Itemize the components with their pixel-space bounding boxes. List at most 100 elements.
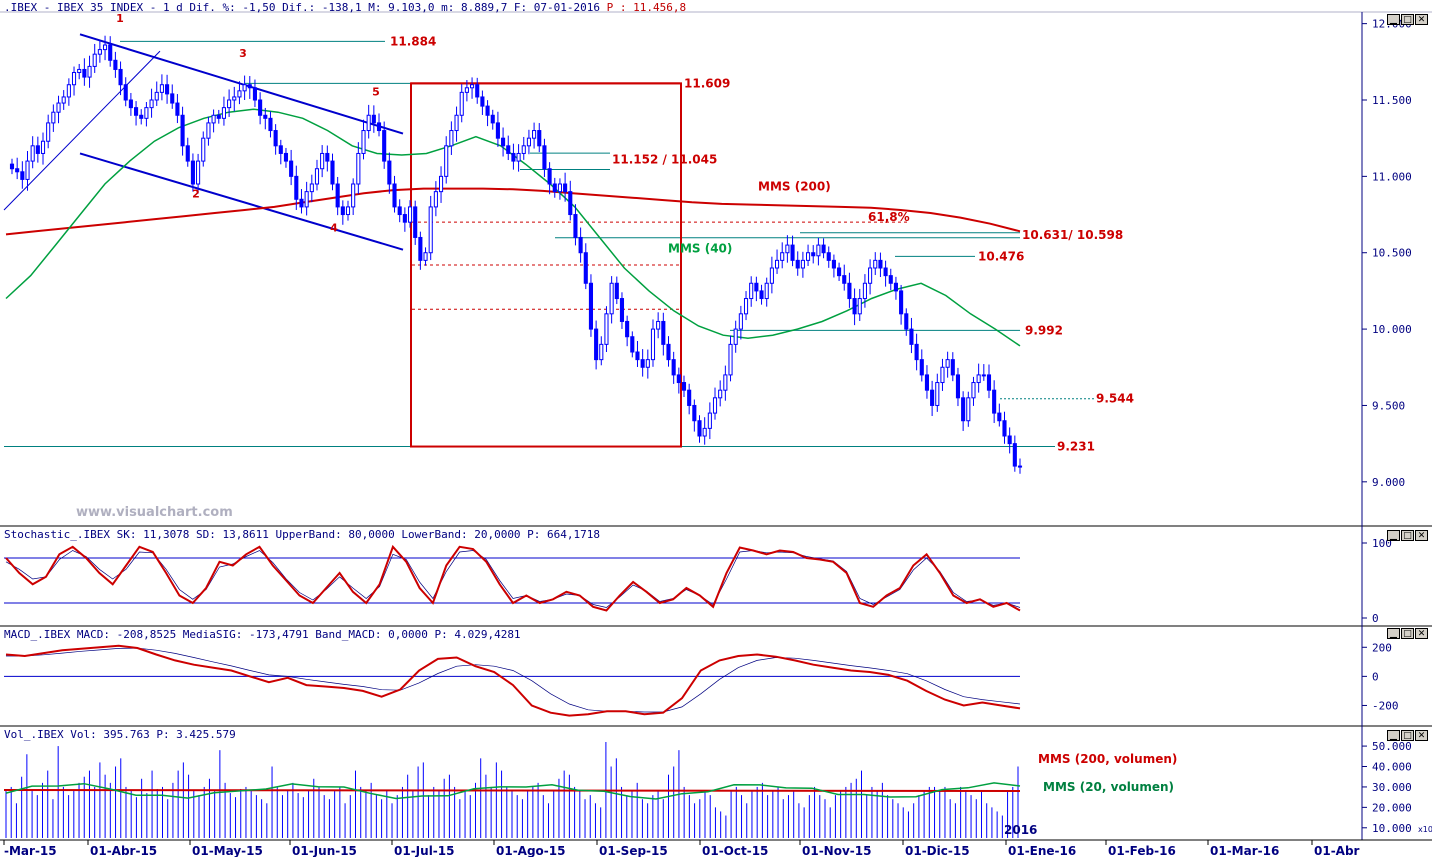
candle-body: [702, 427, 707, 437]
candle-body: [40, 140, 46, 154]
x-tick-label: 01-Jul-15: [394, 844, 454, 857]
candle-body: [955, 374, 961, 399]
candle-body: [449, 130, 454, 147]
candle-body: [423, 252, 428, 261]
candle-body: [283, 152, 289, 162]
x-tick-label: 01-Dic-15: [905, 844, 970, 857]
candle-body: [237, 90, 242, 98]
close-icon[interactable]: ✕: [1415, 14, 1428, 25]
candle-body: [77, 68, 82, 74]
candle-body: [614, 282, 619, 300]
candle-body: [232, 96, 237, 101]
minimize-icon[interactable]: ▁: [1387, 530, 1400, 541]
candle-body: [480, 96, 485, 107]
maximize-icon[interactable]: □: [1401, 14, 1414, 25]
candle-body: [971, 382, 976, 399]
candle-body: [759, 290, 764, 300]
candle-body: [986, 374, 992, 391]
candle-body: [821, 244, 826, 254]
candle-body: [175, 102, 180, 116]
candle-body: [459, 91, 464, 116]
candle-body: [495, 122, 500, 139]
candle-body: [340, 206, 345, 216]
maximize-icon[interactable]: □: [1401, 730, 1414, 741]
candle-body: [909, 328, 914, 345]
candle-body: [165, 84, 170, 95]
candle-body: [712, 397, 718, 414]
vol-header: Vol_.IBEX Vol: 395.763 P: 3.425.579: [4, 728, 236, 741]
channel-upper: [79, 33, 404, 135]
candle-body: [325, 152, 330, 162]
candle-body: [170, 93, 175, 104]
vol-mms20-line: [5, 782, 1021, 800]
candle-body: [687, 389, 692, 406]
candle-body: [35, 145, 40, 154]
candle-body: [371, 114, 376, 124]
y-tick-label: 11.500: [1372, 94, 1412, 107]
candle-body: [82, 68, 87, 78]
candle-body: [583, 252, 588, 284]
vol-tick-label: 40.000: [1372, 761, 1412, 774]
candle-body: [299, 198, 304, 208]
candle-body: [159, 84, 164, 93]
candle-body: [46, 122, 51, 142]
candle-body: [599, 343, 604, 361]
candle-body: [268, 117, 273, 132]
candle-body: [568, 191, 573, 216]
candle-body: [857, 298, 862, 315]
close-icon[interactable]: ✕: [1415, 530, 1428, 541]
x-tick-label: 01-Ene-16: [1008, 844, 1076, 857]
candle-body: [790, 244, 795, 261]
candle-body: [444, 145, 449, 177]
vol-tick-label: 30.000: [1372, 781, 1412, 794]
candle-body: [185, 145, 190, 162]
candle-body: [102, 44, 108, 51]
candle-body: [547, 168, 552, 185]
candle-body: [361, 130, 366, 154]
wave-label-3: 3: [239, 47, 247, 60]
candle-body: [304, 191, 309, 208]
maximize-icon[interactable]: □: [1401, 530, 1414, 541]
wave-label-1: 1: [116, 12, 124, 25]
x-tick-label: 01-Jun-15: [292, 844, 357, 857]
candle-body: [335, 183, 340, 208]
candle-body: [992, 389, 997, 414]
trend-line: [3, 50, 161, 211]
candle-body: [485, 105, 490, 116]
watermark: www.visualchart.com: [76, 505, 233, 520]
main-header: .IBEX - IBEX 35 INDEX - 1 d Dif. %: -1,5…: [4, 1, 686, 14]
candle-body: [490, 114, 495, 124]
candle-body: [769, 267, 774, 284]
close-icon[interactable]: ✕: [1415, 628, 1428, 639]
candle-body: [676, 374, 681, 384]
y-tick-label: 10.000: [1372, 323, 1412, 336]
minimize-icon[interactable]: ▁: [1387, 730, 1400, 741]
candle-body: [966, 397, 971, 422]
candle-body: [309, 183, 314, 193]
vol-mms20-label: MMS (20, volumen): [1043, 780, 1174, 794]
candle-body: [940, 366, 945, 384]
x-tick-label: 01-Feb-16: [1108, 844, 1176, 857]
annotation-0: 11.884: [390, 34, 436, 48]
stoch-tick-label: 0: [1372, 612, 1379, 625]
vol-mms200-label: MMS (200, volumen): [1038, 752, 1177, 766]
minimize-icon[interactable]: ▁: [1387, 628, 1400, 639]
candle-body: [314, 168, 320, 185]
candle-body: [154, 91, 159, 101]
macd-line: [5, 644, 1021, 717]
main-header-p: P : 11.456,8: [606, 1, 687, 14]
y-tick-label: 9.500: [1372, 399, 1405, 412]
x-tick-label: 01-Ago-15: [496, 844, 565, 857]
candle-body: [428, 206, 433, 254]
close-icon[interactable]: ✕: [1415, 730, 1428, 741]
candle-body: [356, 152, 361, 185]
candle-body: [1002, 420, 1007, 437]
candle-body: [945, 359, 950, 368]
maximize-icon[interactable]: □: [1401, 628, 1414, 639]
candle-body: [211, 114, 216, 124]
candle-body: [666, 343, 671, 361]
candle-body: [537, 130, 542, 147]
candle-body: [997, 412, 1002, 422]
minimize-icon[interactable]: ▁: [1387, 14, 1400, 25]
candle-body: [811, 252, 816, 257]
